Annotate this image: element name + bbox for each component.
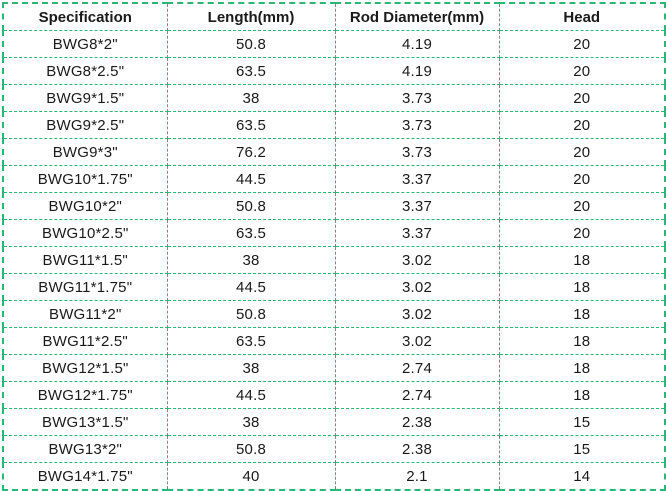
- table-row: BWG11*1.5" 38 3.02 18: [2, 246, 666, 274]
- cell-head: 20: [498, 111, 666, 139]
- cell-head: 18: [498, 381, 666, 409]
- cell-head: 15: [498, 408, 666, 436]
- cell-length: 44.5: [166, 165, 336, 193]
- cell-length: 40: [166, 462, 336, 491]
- cell-rod-diameter: 3.37: [334, 192, 500, 220]
- table-row: BWG11*2.5" 63.5 3.02 18: [2, 327, 666, 355]
- cell-specification: BWG13*2": [2, 435, 168, 463]
- header-specification: Specification: [2, 2, 168, 31]
- table-body: BWG8*2" 50.8 4.19 20 BWG8*2.5" 63.5 4.19 20 BWG9…: [2, 30, 666, 491]
- table-row: BWG9*2.5" 63.5 3.73 20: [2, 111, 666, 139]
- cell-head: 18: [498, 354, 666, 382]
- cell-head: 20: [498, 138, 666, 166]
- cell-head: 20: [498, 84, 666, 112]
- cell-specification: BWG8*2": [2, 30, 168, 58]
- cell-specification: BWG8*2.5": [2, 57, 168, 85]
- cell-rod-diameter: 3.02: [334, 300, 500, 328]
- cell-specification: BWG10*2.5": [2, 219, 168, 247]
- cell-rod-diameter: 3.73: [334, 138, 500, 166]
- cell-head: 20: [498, 165, 666, 193]
- cell-length: 63.5: [166, 57, 336, 85]
- cell-length: 44.5: [166, 273, 336, 301]
- cell-rod-diameter: 2.38: [334, 435, 500, 463]
- cell-specification: BWG12*1.75": [2, 381, 168, 409]
- table-row: BWG10*2" 50.8 3.37 20: [2, 192, 666, 220]
- cell-specification: BWG9*3": [2, 138, 168, 166]
- cell-length: 50.8: [166, 30, 336, 58]
- cell-head: 18: [498, 246, 666, 274]
- cell-specification: BWG10*1.75": [2, 165, 168, 193]
- cell-specification: BWG11*1.5": [2, 246, 168, 274]
- cell-length: 63.5: [166, 327, 336, 355]
- table-row: BWG8*2" 50.8 4.19 20: [2, 30, 666, 58]
- table-row: BWG8*2.5" 63.5 4.19 20: [2, 57, 666, 85]
- cell-length: 50.8: [166, 192, 336, 220]
- cell-rod-diameter: 3.02: [334, 246, 500, 274]
- cell-length: 50.8: [166, 300, 336, 328]
- cell-length: 44.5: [166, 381, 336, 409]
- cell-rod-diameter: 2.1: [334, 462, 500, 491]
- header-row: Specification Length(mm) Rod Diameter(mm…: [2, 2, 666, 31]
- table-row: BWG9*3" 76.2 3.73 20: [2, 138, 666, 166]
- cell-specification: BWG10*2": [2, 192, 168, 220]
- cell-head: 20: [498, 57, 666, 85]
- cell-head: 20: [498, 30, 666, 58]
- cell-rod-diameter: 3.02: [334, 327, 500, 355]
- cell-specification: BWG9*2.5": [2, 111, 168, 139]
- cell-length: 63.5: [166, 219, 336, 247]
- table-row: BWG9*1.5" 38 3.73 20: [2, 84, 666, 112]
- cell-rod-diameter: 4.19: [334, 30, 500, 58]
- cell-specification: BWG13*1.5": [2, 408, 168, 436]
- table-header: Specification Length(mm) Rod Diameter(mm…: [2, 2, 666, 31]
- cell-length: 38: [166, 84, 336, 112]
- cell-head: 18: [498, 300, 666, 328]
- table-row: BWG10*1.75" 44.5 3.37 20: [2, 165, 666, 193]
- header-head: Head: [498, 2, 666, 31]
- table-row: BWG11*2" 50.8 3.02 18: [2, 300, 666, 328]
- cell-rod-diameter: 3.37: [334, 219, 500, 247]
- table-row: BWG11*1.75" 44.5 3.02 18: [2, 273, 666, 301]
- cell-length: 38: [166, 246, 336, 274]
- table-row: BWG12*1.75" 44.5 2.74 18: [2, 381, 666, 409]
- cell-rod-diameter: 2.74: [334, 354, 500, 382]
- cell-length: 76.2: [166, 138, 336, 166]
- cell-specification: BWG11*1.75": [2, 273, 168, 301]
- header-length: Length(mm): [166, 2, 336, 31]
- cell-specification: BWG9*1.5": [2, 84, 168, 112]
- table-row: BWG12*1.5" 38 2.74 18: [2, 354, 666, 382]
- header-rod-diameter: Rod Diameter(mm): [334, 2, 500, 31]
- cell-head: 14: [498, 462, 666, 491]
- cell-specification: BWG11*2.5": [2, 327, 168, 355]
- cell-rod-diameter: 3.37: [334, 165, 500, 193]
- cell-specification: BWG12*1.5": [2, 354, 168, 382]
- cell-length: 63.5: [166, 111, 336, 139]
- cell-rod-diameter: 3.73: [334, 84, 500, 112]
- cell-rod-diameter: 4.19: [334, 57, 500, 85]
- table-row: BWG14*1.75" 40 2.1 14: [2, 462, 666, 491]
- cell-head: 20: [498, 192, 666, 220]
- cell-rod-diameter: 3.02: [334, 273, 500, 301]
- cell-length: 38: [166, 354, 336, 382]
- cell-rod-diameter: 2.74: [334, 381, 500, 409]
- table-row: BWG13*2" 50.8 2.38 15: [2, 435, 666, 463]
- cell-rod-diameter: 3.73: [334, 111, 500, 139]
- table-row: BWG13*1.5" 38 2.38 15: [2, 408, 666, 436]
- cell-head: 20: [498, 219, 666, 247]
- cell-head: 18: [498, 273, 666, 301]
- table-row: BWG10*2.5" 63.5 3.37 20: [2, 219, 666, 247]
- cell-specification: BWG11*2": [2, 300, 168, 328]
- cell-specification: BWG14*1.75": [2, 462, 168, 491]
- cell-head: 18: [498, 327, 666, 355]
- cell-head: 15: [498, 435, 666, 463]
- cell-length: 50.8: [166, 435, 336, 463]
- cell-length: 38: [166, 408, 336, 436]
- cell-rod-diameter: 2.38: [334, 408, 500, 436]
